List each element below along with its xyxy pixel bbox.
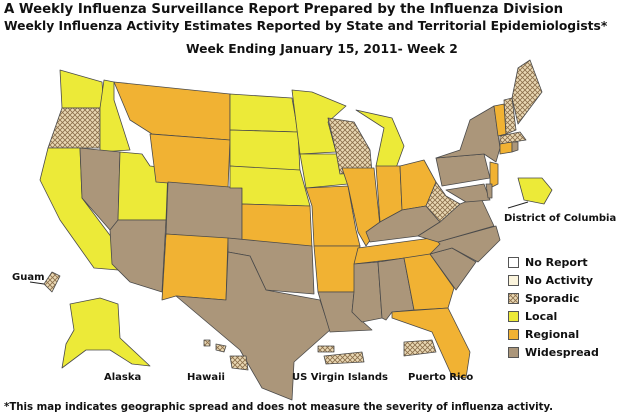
state-oregon[interactable] xyxy=(47,107,105,149)
state-mississippi[interactable] xyxy=(351,261,383,323)
guam-pointer xyxy=(29,281,45,285)
state-washington[interactable] xyxy=(59,69,105,109)
state-maryland[interactable] xyxy=(445,183,491,203)
legend-swatch xyxy=(508,328,519,340)
state-alaska[interactable] xyxy=(61,297,151,369)
legend: No Report No Activity Sporadic Local Reg… xyxy=(508,253,618,361)
week-label: Week Ending January 15, 2011- Week 2 xyxy=(186,42,458,56)
puerto-rico-label: Puerto Rico xyxy=(408,372,474,383)
report-subtitle: Weekly Influenza Activity Estimates Repo… xyxy=(4,19,608,33)
dc-pointer xyxy=(507,201,529,209)
state-new-mexico[interactable] xyxy=(161,233,229,301)
state-hawaii[interactable] xyxy=(203,339,249,371)
state-new-hampshire[interactable] xyxy=(503,97,517,135)
state-maine[interactable] xyxy=(511,59,543,125)
district-of-columbia-box[interactable] xyxy=(517,177,553,205)
state-arizona[interactable] xyxy=(109,219,167,293)
state-nebraska[interactable] xyxy=(229,165,311,207)
state-north-carolina[interactable] xyxy=(429,225,501,263)
state-north-dakota[interactable] xyxy=(229,93,299,133)
state-west-virginia[interactable] xyxy=(425,181,461,223)
legend-no-activity: No Activity xyxy=(508,271,618,289)
legend-swatch xyxy=(508,256,519,268)
state-wyoming[interactable] xyxy=(149,133,231,189)
territory-us-virgin-islands[interactable] xyxy=(317,345,365,365)
legend-swatch xyxy=(508,292,519,304)
guam-label: Guam xyxy=(12,272,45,283)
territory-puerto-rico[interactable] xyxy=(403,339,437,357)
dc-label: District of Columbia xyxy=(504,213,617,224)
state-new-york[interactable] xyxy=(435,105,501,163)
state-montana[interactable] xyxy=(113,81,231,141)
legend-local: Local xyxy=(508,307,618,325)
state-connecticut[interactable] xyxy=(499,141,513,155)
state-colorado[interactable] xyxy=(165,181,243,241)
legend-widespread: Widespread xyxy=(508,343,618,361)
legend-no-report: No Report xyxy=(508,253,618,271)
usvi-label: US Virgin Islands xyxy=(292,372,388,383)
state-new-jersey[interactable] xyxy=(489,161,499,189)
state-illinois[interactable] xyxy=(341,167,381,247)
state-delaware[interactable] xyxy=(485,183,493,199)
footnote: *This map indicates geographic spread an… xyxy=(4,402,554,413)
state-arkansas[interactable] xyxy=(313,245,361,293)
legend-regional: Regional xyxy=(508,325,618,343)
state-georgia[interactable] xyxy=(403,253,455,311)
state-massachusetts[interactable] xyxy=(499,131,527,145)
territory-guam[interactable] xyxy=(43,271,61,293)
state-texas[interactable] xyxy=(175,251,331,401)
legend-swatch xyxy=(508,310,519,322)
report-title: A Weekly Influenza Surveillance Report P… xyxy=(4,2,564,17)
state-florida[interactable] xyxy=(391,307,471,379)
state-pennsylvania[interactable] xyxy=(435,153,491,187)
alaska-label: Alaska xyxy=(104,372,142,383)
legend-sporadic: Sporadic xyxy=(508,289,618,307)
state-rhode-island[interactable] xyxy=(511,141,519,153)
legend-swatch xyxy=(508,274,519,286)
hawaii-label: Hawaii xyxy=(187,372,225,383)
legend-swatch xyxy=(508,346,519,358)
state-south-dakota[interactable] xyxy=(229,129,301,173)
